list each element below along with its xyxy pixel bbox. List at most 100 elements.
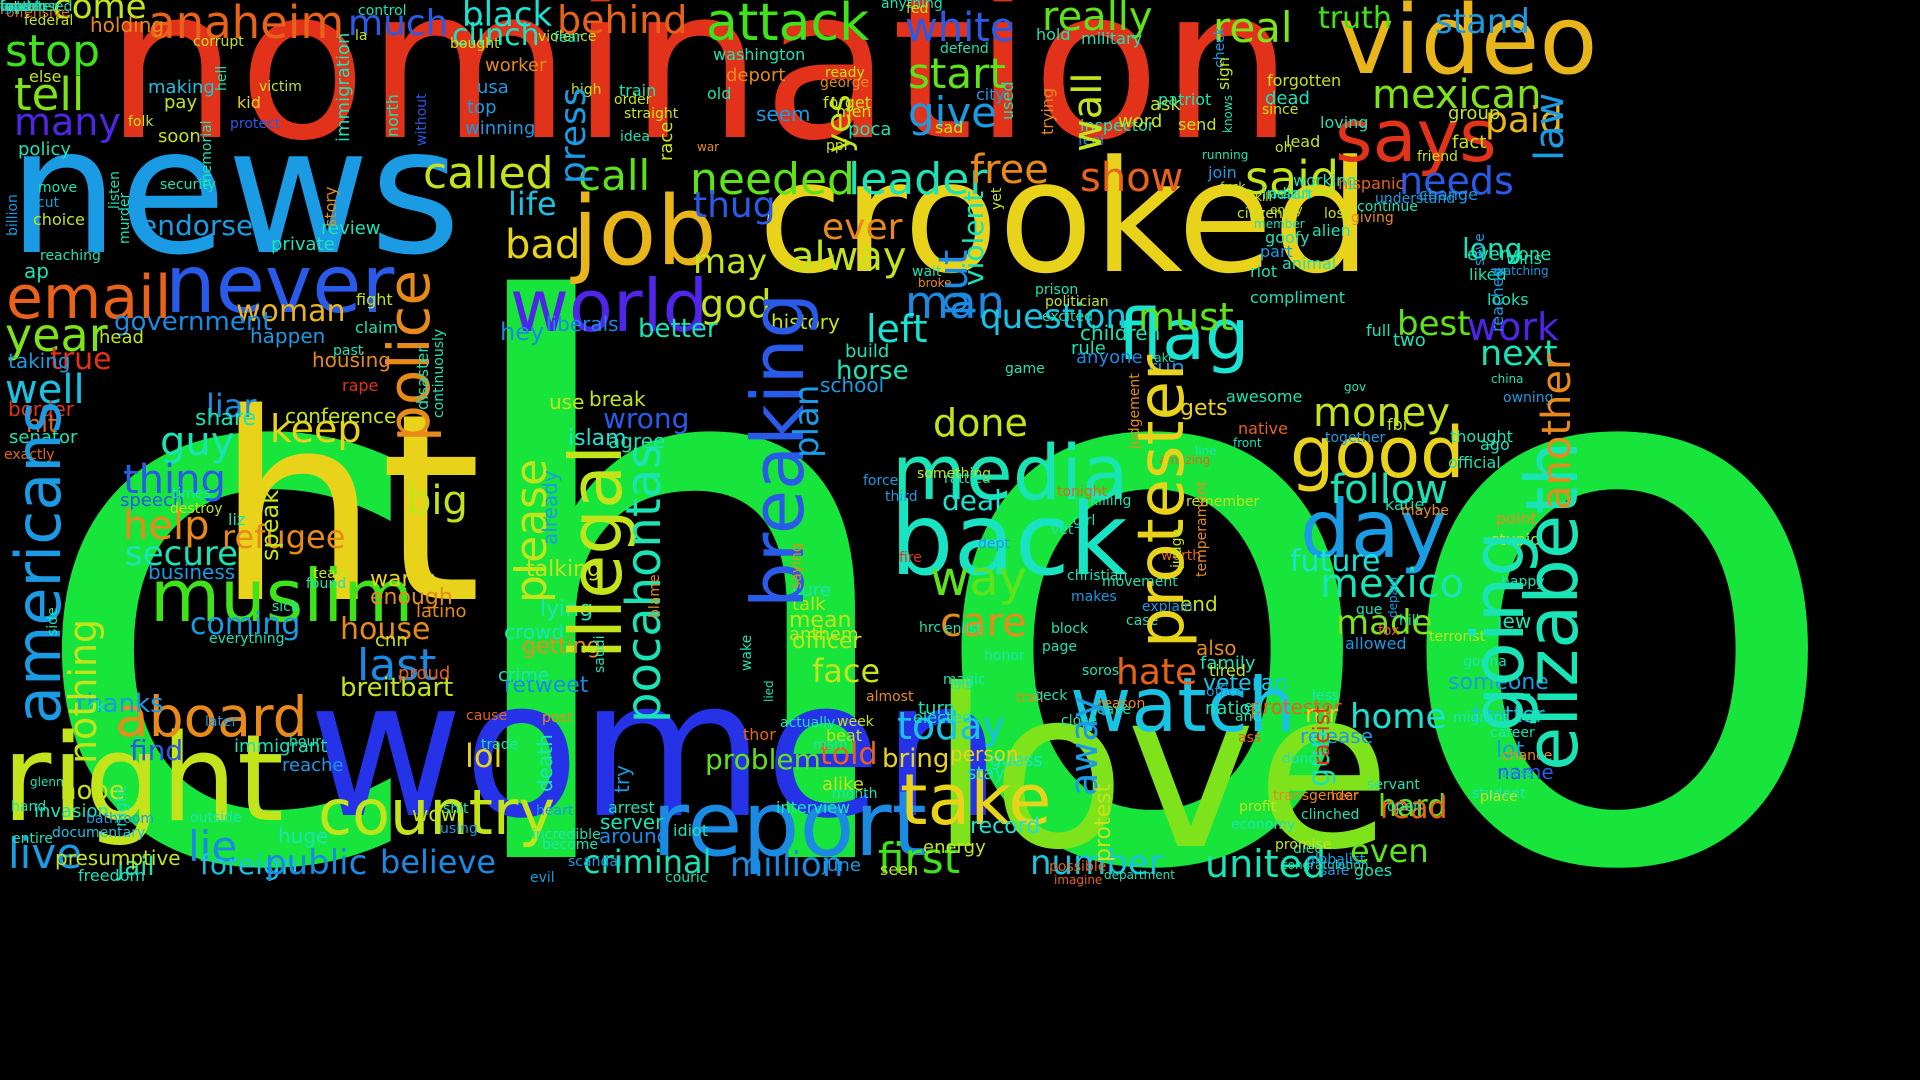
word: awesome	[1226, 387, 1303, 406]
word: making	[148, 77, 215, 98]
word: ago	[1480, 435, 1510, 454]
word: wake	[739, 634, 755, 672]
word: folk	[128, 114, 154, 130]
word: job	[572, 177, 717, 287]
word: sign	[1214, 56, 1233, 90]
word: take	[900, 759, 1052, 841]
word: military	[1081, 29, 1143, 48]
word: lying	[540, 597, 594, 622]
word: alien	[1312, 221, 1351, 240]
word: tired	[1209, 661, 1246, 680]
word: movement	[1102, 574, 1178, 590]
word: eu	[1244, 699, 1262, 715]
word: hey	[500, 318, 545, 346]
word: show	[1080, 155, 1184, 201]
word: send	[1178, 115, 1217, 134]
word: side	[45, 607, 61, 637]
word: media	[892, 428, 1129, 517]
word: magic	[943, 672, 986, 688]
word: done	[933, 401, 1028, 445]
word: goofy	[1265, 228, 1310, 247]
word: old	[707, 84, 732, 103]
word: hope	[60, 776, 125, 806]
word: move	[38, 180, 78, 196]
word: place	[1480, 789, 1518, 805]
word: close	[1061, 713, 1098, 729]
word: reaching	[40, 248, 101, 264]
word: crime	[498, 665, 549, 686]
word: ass	[1238, 730, 1262, 746]
word: nomination	[105, 0, 1294, 187]
word: washington	[713, 45, 806, 64]
word: true	[50, 342, 112, 377]
word: student	[1472, 786, 1526, 802]
word: pay	[164, 92, 198, 113]
word: high	[571, 82, 602, 98]
word: face	[812, 652, 881, 690]
word: destroy	[170, 501, 223, 517]
word: lie	[188, 822, 238, 871]
word: way	[930, 551, 1028, 607]
word: lost	[1324, 206, 1350, 222]
word: latino	[416, 601, 467, 622]
word: many	[14, 100, 121, 144]
word: nation	[1205, 698, 1262, 719]
word: use	[549, 390, 585, 414]
word: event	[0, 0, 40, 15]
word: away	[1062, 695, 1106, 796]
word: compliment	[1250, 288, 1346, 307]
word: seen	[880, 860, 919, 879]
word: game	[1005, 361, 1045, 377]
word: thing	[123, 457, 226, 503]
word: may	[693, 242, 768, 282]
word: better	[638, 314, 718, 344]
word: member	[1254, 217, 1305, 231]
word: work	[1467, 305, 1559, 349]
word: full	[1366, 321, 1391, 340]
word: page	[1042, 639, 1077, 655]
word: working	[1293, 171, 1357, 190]
word: race	[656, 122, 677, 162]
word: forgotten	[1267, 71, 1342, 90]
word: around	[599, 824, 670, 848]
word: line	[1195, 444, 1217, 458]
word: straight	[624, 106, 679, 122]
word: immigration	[333, 32, 354, 143]
word: mr	[1305, 700, 1339, 728]
word: agree	[608, 429, 666, 453]
word: future	[1290, 544, 1381, 579]
word: honor	[984, 648, 1025, 664]
word: tweet	[0, 0, 40, 15]
word: act	[0, 0, 22, 15]
word: needs	[1399, 159, 1514, 203]
word: seem	[756, 102, 811, 126]
word: aboard	[115, 685, 308, 749]
word: secure	[125, 534, 239, 574]
word: question	[980, 297, 1127, 337]
word: men	[836, 102, 872, 121]
word: chance	[1502, 748, 1553, 764]
word: government	[114, 307, 273, 337]
word: mexico	[1320, 561, 1465, 607]
word: gov	[1344, 380, 1367, 394]
word: girl	[1073, 513, 1096, 529]
word: build	[845, 341, 890, 362]
word: release	[1300, 724, 1373, 748]
word: less	[1312, 688, 1340, 704]
word: else	[29, 67, 62, 86]
word: ap	[24, 259, 49, 283]
word: talk	[792, 594, 826, 615]
word: en	[0, 0, 18, 15]
word: enjoy	[1270, 203, 1303, 217]
word: hill	[1399, 613, 1420, 629]
word: two	[1393, 330, 1426, 351]
word: story	[321, 186, 340, 228]
word: cause	[466, 708, 508, 724]
word: united	[1205, 842, 1327, 886]
word: trying	[1038, 87, 1057, 135]
word: team	[313, 566, 350, 582]
word: foreign	[200, 848, 299, 881]
word: immigrant	[234, 736, 328, 757]
word: racist	[1310, 705, 1335, 767]
word: clinch	[452, 18, 540, 53]
